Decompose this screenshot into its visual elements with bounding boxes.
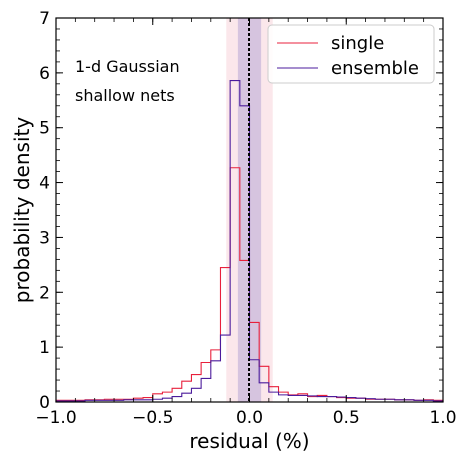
- y-tick-label: 1: [39, 338, 50, 358]
- legend-label-single: single: [331, 33, 384, 54]
- y-tick-label: 5: [39, 119, 50, 139]
- y-axis-label: probability density: [10, 117, 34, 304]
- median-lines: [248, 18, 250, 402]
- tick-labels: −1.0 −0.5 0.0 0.5 1.0 0 1 2 3 4 5 6 7: [35, 9, 456, 428]
- y-tick-label: 4: [39, 174, 50, 194]
- legend-label-ensemble: ensemble: [331, 58, 419, 79]
- x-tick-label: 0.5: [333, 408, 360, 428]
- step-ensemble: [55, 79, 444, 402]
- x-tick-label: 1.0: [429, 408, 456, 428]
- x-axis-label: residual (%): [189, 429, 309, 453]
- x-tick-label: 0.0: [236, 408, 263, 428]
- y-tick-label: 2: [39, 283, 50, 303]
- annotation-title: 1-d Gaussian: [75, 57, 180, 76]
- y-tick-label: 7: [39, 9, 50, 29]
- y-tick-label: 6: [39, 64, 50, 84]
- legend: single ensemble: [267, 24, 435, 84]
- x-tick-label: −1.0: [35, 408, 76, 428]
- plot-frame: [55, 17, 444, 403]
- annotation-subtitle: shallow nets: [75, 86, 175, 105]
- x-tick-label: −0.5: [132, 408, 173, 428]
- y-tick-label: 3: [39, 228, 50, 248]
- y-tick-label: 0: [39, 393, 50, 413]
